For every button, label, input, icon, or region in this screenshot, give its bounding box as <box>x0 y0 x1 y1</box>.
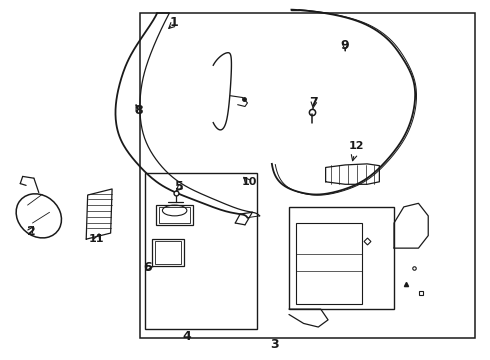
Text: 10: 10 <box>241 177 257 187</box>
Bar <box>140 13 475 338</box>
Text: 12: 12 <box>349 141 364 151</box>
Bar <box>152 239 184 266</box>
Bar <box>296 223 362 304</box>
Bar <box>155 241 181 264</box>
Text: 9: 9 <box>341 39 349 52</box>
Bar <box>145 173 257 329</box>
Text: 5: 5 <box>174 180 183 193</box>
Bar <box>159 207 190 223</box>
Text: 3: 3 <box>270 338 279 351</box>
Bar <box>289 207 394 309</box>
Text: 1: 1 <box>170 16 178 29</box>
Text: 6: 6 <box>143 261 151 274</box>
Text: 8: 8 <box>134 104 143 117</box>
Text: 4: 4 <box>182 330 191 343</box>
Bar <box>156 205 193 225</box>
Text: 11: 11 <box>89 234 104 244</box>
Text: 2: 2 <box>26 225 35 238</box>
Text: 7: 7 <box>309 96 318 109</box>
